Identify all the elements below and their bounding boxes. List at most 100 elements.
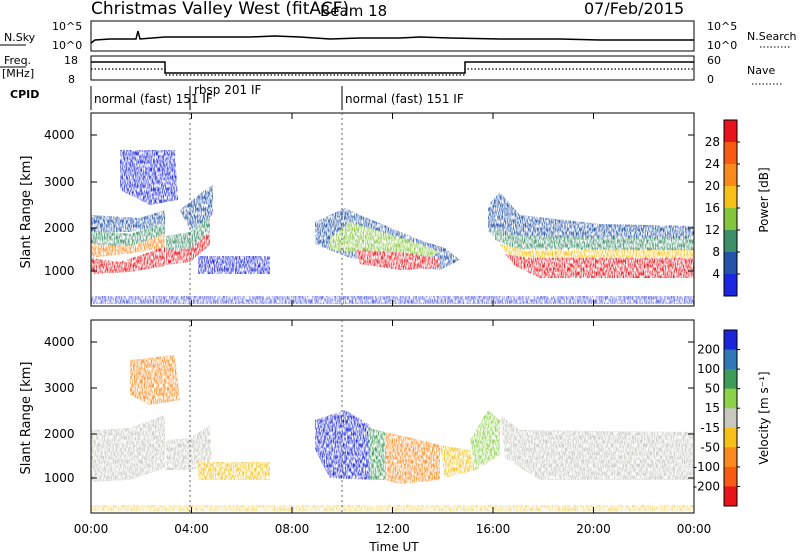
colorbar-tick-label: 200 (697, 343, 720, 357)
noise-trace (90, 30, 694, 44)
cpid-segment-2: rbsp 201 IF (194, 83, 261, 97)
colorbar-tick-label: 4 (712, 267, 720, 281)
x-tick-label: 00:00 (677, 522, 712, 536)
noise-panel: N.Sky 10^5 10^0 10^5 10^0 N.Search (0, 20, 797, 52)
power-echo-green-4 (330, 222, 440, 262)
power-echo-green-1 (91, 222, 165, 246)
x-tick-label: 12:00 (375, 522, 410, 536)
freq-panel: Freq. [MHz] 18 8 60 0 Nave (0, 54, 782, 86)
colorbar-swatch (724, 120, 737, 143)
colorbar-tick-label: 28 (705, 135, 720, 149)
velocity-ytick-2000: 2000 (44, 427, 75, 441)
cpid-label: CPID (10, 88, 39, 101)
power-ytick-4000: 4000 (44, 128, 75, 142)
colorbar-swatch (724, 164, 737, 187)
colorbar-tick-label: 15 (705, 401, 720, 415)
power-y-ticks: 4000 3000 2000 1000 (44, 128, 694, 278)
colorbar-tick-label: 8 (712, 245, 720, 259)
velocity-y-ticks: 4000 3000 2000 1000 (44, 335, 694, 485)
colorbar-swatch (724, 427, 737, 448)
colorbar-tick-label: -15 (700, 421, 720, 435)
vel-echo-green-4 (368, 428, 385, 480)
velocity-cbar-label: Velocity [m s⁻¹] (757, 371, 771, 464)
power-echo-green-5 (490, 228, 694, 250)
colorbar-swatch (724, 274, 737, 297)
colorbar-tick-label: 24 (705, 157, 720, 171)
power-cbar-label: Power [dB] (757, 167, 771, 232)
colorbar-swatch (724, 142, 737, 165)
x-tick-label: 16:00 (476, 522, 511, 536)
velocity-data-layer (91, 355, 694, 511)
colorbar-swatch (724, 186, 737, 209)
nave-right-tick-top: 60 (707, 54, 721, 67)
colorbar-swatch (724, 349, 737, 370)
noise-right-tick-top: 10^5 (707, 20, 737, 33)
x-tick-label: 08:00 (275, 522, 310, 536)
power-ytick-2000: 2000 (44, 221, 75, 235)
nave-trace (91, 68, 694, 76)
colorbar-swatch (724, 369, 737, 390)
vel-echo-green-5 (470, 410, 500, 470)
colorbar-swatch (724, 208, 737, 231)
colorbar-swatch (724, 252, 737, 275)
vel-echo-yellow-3 (198, 462, 270, 480)
cpid-segment-1: normal (fast) 151 IF (94, 92, 213, 106)
velocity-colorbar: 200 100 50 15 -15 -50 -100 -200 (693, 329, 740, 507)
freq-left-label-2: [MHz] (2, 67, 34, 80)
nave-right-label: Nave (747, 64, 775, 77)
freq-left-tick-top: 18 (64, 54, 78, 67)
colorbar-swatch (724, 447, 737, 468)
noise-left-label: N.Sky (4, 31, 36, 44)
power-echo-blue-3 (198, 256, 270, 274)
power-ytick-1000: 1000 (44, 264, 75, 278)
colorbar-tick-label: -50 (700, 440, 720, 454)
colorbar-tick-label: -100 (693, 460, 720, 474)
vel-echo-orange-4 (385, 432, 440, 484)
power-echo-red-2 (166, 230, 210, 265)
colorbar-swatch (724, 230, 737, 253)
beam-label: Beam 18 (320, 2, 387, 20)
colorbar-swatch (724, 466, 737, 487)
power-ylabel: Slant Range [km] (19, 156, 34, 269)
power-echo-red-4 (355, 250, 440, 270)
colorbar-tick-label: 12 (705, 223, 720, 237)
power-colorbar: 28 24 20 16 12 8 4 (705, 119, 740, 297)
x-tick-label: 00:00 (74, 522, 109, 536)
colorbar-tick-label: 50 (705, 382, 720, 396)
vel-echo-grey-5 (500, 415, 694, 480)
velocity-frame (90, 319, 695, 514)
vel-echo-grey-1 (91, 415, 165, 482)
velocity-panel: 4000 3000 2000 1000 Slant Range [km] 200… (19, 319, 771, 514)
power-echo-blue-1b (120, 150, 178, 205)
vel-echo-orange-1 (130, 355, 180, 405)
velocity-ytick-1000: 1000 (44, 471, 75, 485)
noise-right-tick-bottom: 10^0 (707, 39, 737, 52)
power-data-layer (91, 150, 694, 304)
power-echo-red-5 (505, 254, 694, 278)
velocity-ylabel: Slant Range [km] (19, 362, 34, 475)
colorbar-swatch (724, 486, 737, 507)
noise-left-tick-top: 10^5 (52, 20, 82, 33)
x-axis: 00:00 04:00 08:00 12:00 16:00 20:00 00:00 (74, 113, 712, 536)
freq-left-tick-bottom: 8 (68, 73, 75, 86)
power-ytick-3000: 3000 (44, 175, 75, 189)
noise-right-label: N.Search (747, 30, 797, 43)
vel-echo-blue-4 (315, 410, 375, 480)
cpid-segment-3: normal (fast) 151 IF (345, 92, 464, 106)
x-tick-label: 20:00 (576, 522, 611, 536)
station-title: Christmas Valley West (fitACF) (91, 0, 349, 19)
power-echo-blue-2 (180, 185, 213, 230)
noise-left-tick-bottom: 10^0 (52, 39, 82, 52)
date-label: 07/Feb/2015 (584, 0, 684, 18)
power-echo-yellow-5 (500, 244, 694, 260)
x-tick-label: 04:00 (174, 522, 209, 536)
power-echo-blue-5 (488, 192, 694, 240)
vel-echo-yellow-4 (440, 445, 475, 478)
colorbar-swatch (724, 388, 737, 409)
power-panel: 4000 3000 2000 1000 Slant Range [km] 28 2… (19, 112, 771, 307)
freq-trace (91, 61, 694, 74)
vel-echo-grey-2 (166, 425, 212, 470)
colorbar-tick-label: 100 (697, 362, 720, 376)
colorbar-tick-label: -200 (693, 479, 720, 493)
